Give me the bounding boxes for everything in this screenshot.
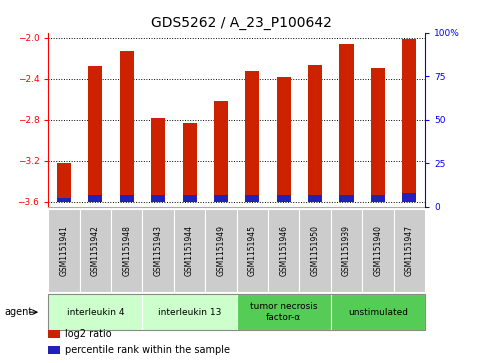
Bar: [340, 44, 354, 202]
Bar: [183, 123, 197, 202]
Text: GSM1151948: GSM1151948: [122, 225, 131, 276]
Bar: [308, 195, 322, 202]
Text: tumor necrosis
factor-α: tumor necrosis factor-α: [250, 302, 317, 322]
Bar: [183, 195, 197, 202]
Text: GSM1151950: GSM1151950: [311, 225, 320, 276]
Bar: [214, 101, 228, 202]
Text: interleukin 13: interleukin 13: [158, 308, 221, 317]
Text: GSM1151949: GSM1151949: [216, 225, 226, 276]
Bar: [57, 163, 71, 202]
Text: interleukin 4: interleukin 4: [67, 308, 124, 317]
Text: GSM1151942: GSM1151942: [91, 225, 100, 276]
Bar: [120, 51, 134, 202]
Bar: [245, 195, 259, 202]
Bar: [88, 66, 102, 202]
Text: percentile rank within the sample: percentile rank within the sample: [65, 344, 230, 355]
Text: GSM1151939: GSM1151939: [342, 225, 351, 276]
Text: GSM1151943: GSM1151943: [154, 225, 163, 276]
Text: GSM1151944: GSM1151944: [185, 225, 194, 276]
Bar: [88, 195, 102, 202]
Bar: [57, 198, 71, 202]
Text: unstimulated: unstimulated: [348, 308, 408, 317]
Bar: [151, 118, 165, 202]
Bar: [402, 39, 416, 202]
Text: GSM1151947: GSM1151947: [405, 225, 414, 276]
Bar: [277, 77, 291, 202]
Text: GSM1151941: GSM1151941: [59, 225, 69, 276]
Bar: [277, 195, 291, 202]
Text: GDS5262 / A_23_P100642: GDS5262 / A_23_P100642: [151, 16, 332, 30]
Bar: [371, 68, 385, 202]
Bar: [308, 65, 322, 202]
Bar: [245, 70, 259, 202]
Bar: [120, 195, 134, 202]
Bar: [151, 195, 165, 202]
Text: GSM1151940: GSM1151940: [373, 225, 383, 276]
Bar: [371, 195, 385, 202]
Text: log2 ratio: log2 ratio: [65, 329, 112, 339]
Text: GSM1151945: GSM1151945: [248, 225, 257, 276]
Text: agent: agent: [5, 307, 33, 317]
Text: GSM1151946: GSM1151946: [279, 225, 288, 276]
Bar: [214, 195, 228, 202]
Bar: [340, 195, 354, 202]
Bar: [402, 193, 416, 202]
